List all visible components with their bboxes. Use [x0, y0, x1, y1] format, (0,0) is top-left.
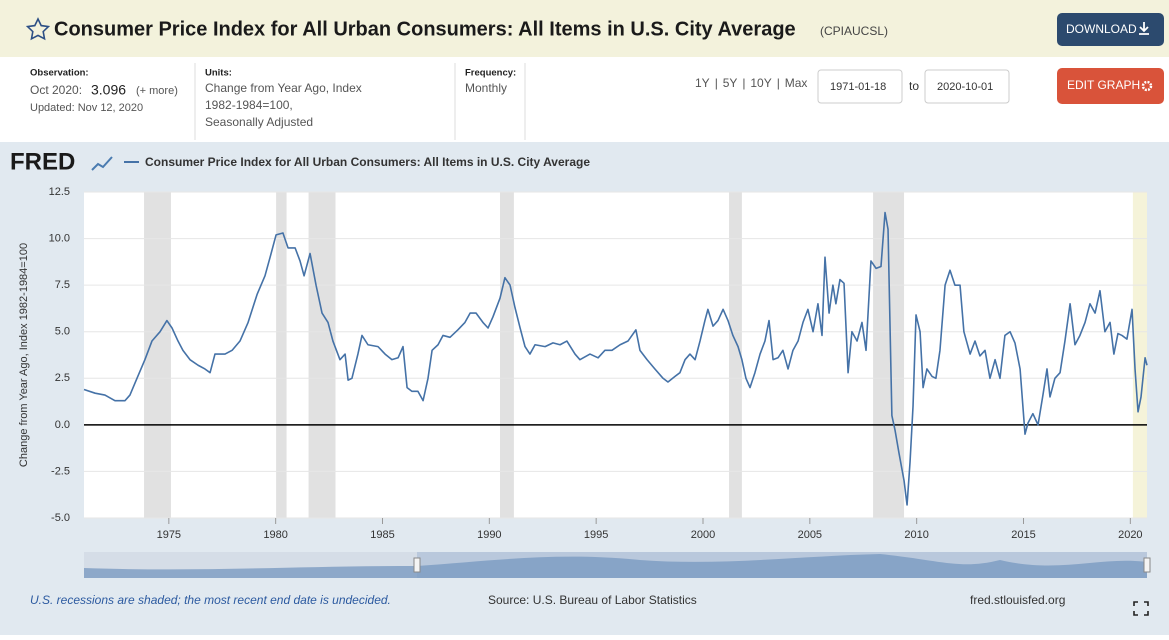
updated: Updated: Nov 12, 2020 [30, 102, 143, 114]
x-tick-label: 1995 [584, 529, 608, 541]
recession-band [729, 192, 742, 518]
y-tick-label: 0.0 [55, 419, 70, 431]
end-date-input[interactable] [924, 69, 1010, 104]
x-tick-label: 2010 [904, 529, 928, 541]
y-tick-label: 5.0 [55, 326, 70, 338]
y-tick-label: -2.5 [51, 465, 70, 477]
to-label: to [909, 79, 919, 93]
navigator-handle[interactable] [413, 557, 421, 573]
units-label: Units: [205, 68, 232, 79]
range-separator: | [777, 76, 780, 90]
y-tick-label: 12.5 [49, 186, 70, 198]
download-button[interactable] [1057, 13, 1164, 46]
download-label: DOWNLOAD [1066, 22, 1137, 36]
site: fred.stlouisfed.org [970, 593, 1065, 607]
download-icon [1139, 22, 1149, 35]
range-link[interactable]: Max [785, 76, 808, 90]
x-tick-label: 1985 [370, 529, 394, 541]
recession-band [308, 192, 336, 518]
x-tick-label: 1990 [477, 529, 501, 541]
frequency: Monthly [465, 81, 507, 95]
fred-logo: FRED [10, 148, 75, 175]
recession-band [144, 192, 171, 518]
y-tick-label: 7.5 [55, 279, 70, 291]
recession-note: U.S. recessions are shaded; the most rec… [30, 593, 391, 607]
range-links: 1Y | 5Y | 10Y | Max [695, 76, 807, 90]
more-link[interactable]: (+ more) [136, 85, 178, 97]
logo-graph [91, 156, 113, 171]
edit-graph-label: EDIT GRAPH [1067, 78, 1140, 92]
y-tick-label: -5.0 [51, 512, 70, 524]
y-tick-label: 2.5 [55, 372, 70, 384]
frequency-label: Frequency: [465, 68, 516, 79]
observation-label: Observation: [30, 68, 89, 79]
range-separator: | [715, 76, 718, 90]
plot: 12.5 10.0 7.5 5.0 2.5 0.0 -2.5 -5.0 1975 1980 1985… [49, 186, 1148, 541]
observation-value: 3.096 [91, 82, 126, 98]
range-link[interactable]: 1Y [695, 76, 710, 90]
x-tick-label: 1975 [157, 529, 181, 541]
plot-area [84, 192, 1147, 518]
range-link[interactable]: 10Y [750, 76, 771, 90]
recession-band [276, 192, 287, 518]
units-line: 1982-1984=100, [205, 98, 293, 112]
navigator-series [84, 554, 1147, 578]
series-id: (CPIAUCSL) [820, 24, 888, 38]
source: Source: U.S. Bureau of Labor Statistics [488, 593, 697, 607]
favorite-star[interactable] [25, 17, 51, 41]
x-tick-label: 1980 [263, 529, 287, 541]
gear-icon [1141, 80, 1153, 92]
range-separator: | [742, 76, 745, 90]
header-bar [0, 0, 1169, 57]
fullscreen-icon[interactable] [1133, 601, 1149, 616]
y-axis-label: Change from Year Ago, Index 1982-1984=10… [18, 243, 30, 467]
page-title: Consumer Price Index for All Urban Consu… [54, 18, 796, 40]
start-date: 1971-01-18 [830, 81, 886, 93]
end-date: 2020-10-01 [937, 81, 993, 93]
observation-date: Oct 2020: [30, 83, 82, 97]
y-tick-label: 10.0 [49, 232, 70, 244]
start-date-input[interactable] [817, 69, 903, 104]
x-tick-label: 2005 [798, 529, 822, 541]
range-link[interactable]: 5Y [723, 76, 738, 90]
series-line [83, 211, 1148, 506]
x-tick-label: 2015 [1011, 529, 1035, 541]
edit-graph-button[interactable] [1057, 68, 1164, 104]
units-line: Change from Year Ago, Index [205, 81, 362, 95]
legend-label: Consumer Price Index for All Urban Consu… [145, 155, 590, 169]
x-tick-label: 2000 [691, 529, 715, 541]
recession-band-undecided [1132, 192, 1147, 518]
navigator-handle[interactable] [1143, 557, 1151, 573]
recession-band [500, 192, 514, 518]
units-line: Seasonally Adjusted [205, 115, 313, 129]
x-tick-label: 2020 [1118, 529, 1142, 541]
